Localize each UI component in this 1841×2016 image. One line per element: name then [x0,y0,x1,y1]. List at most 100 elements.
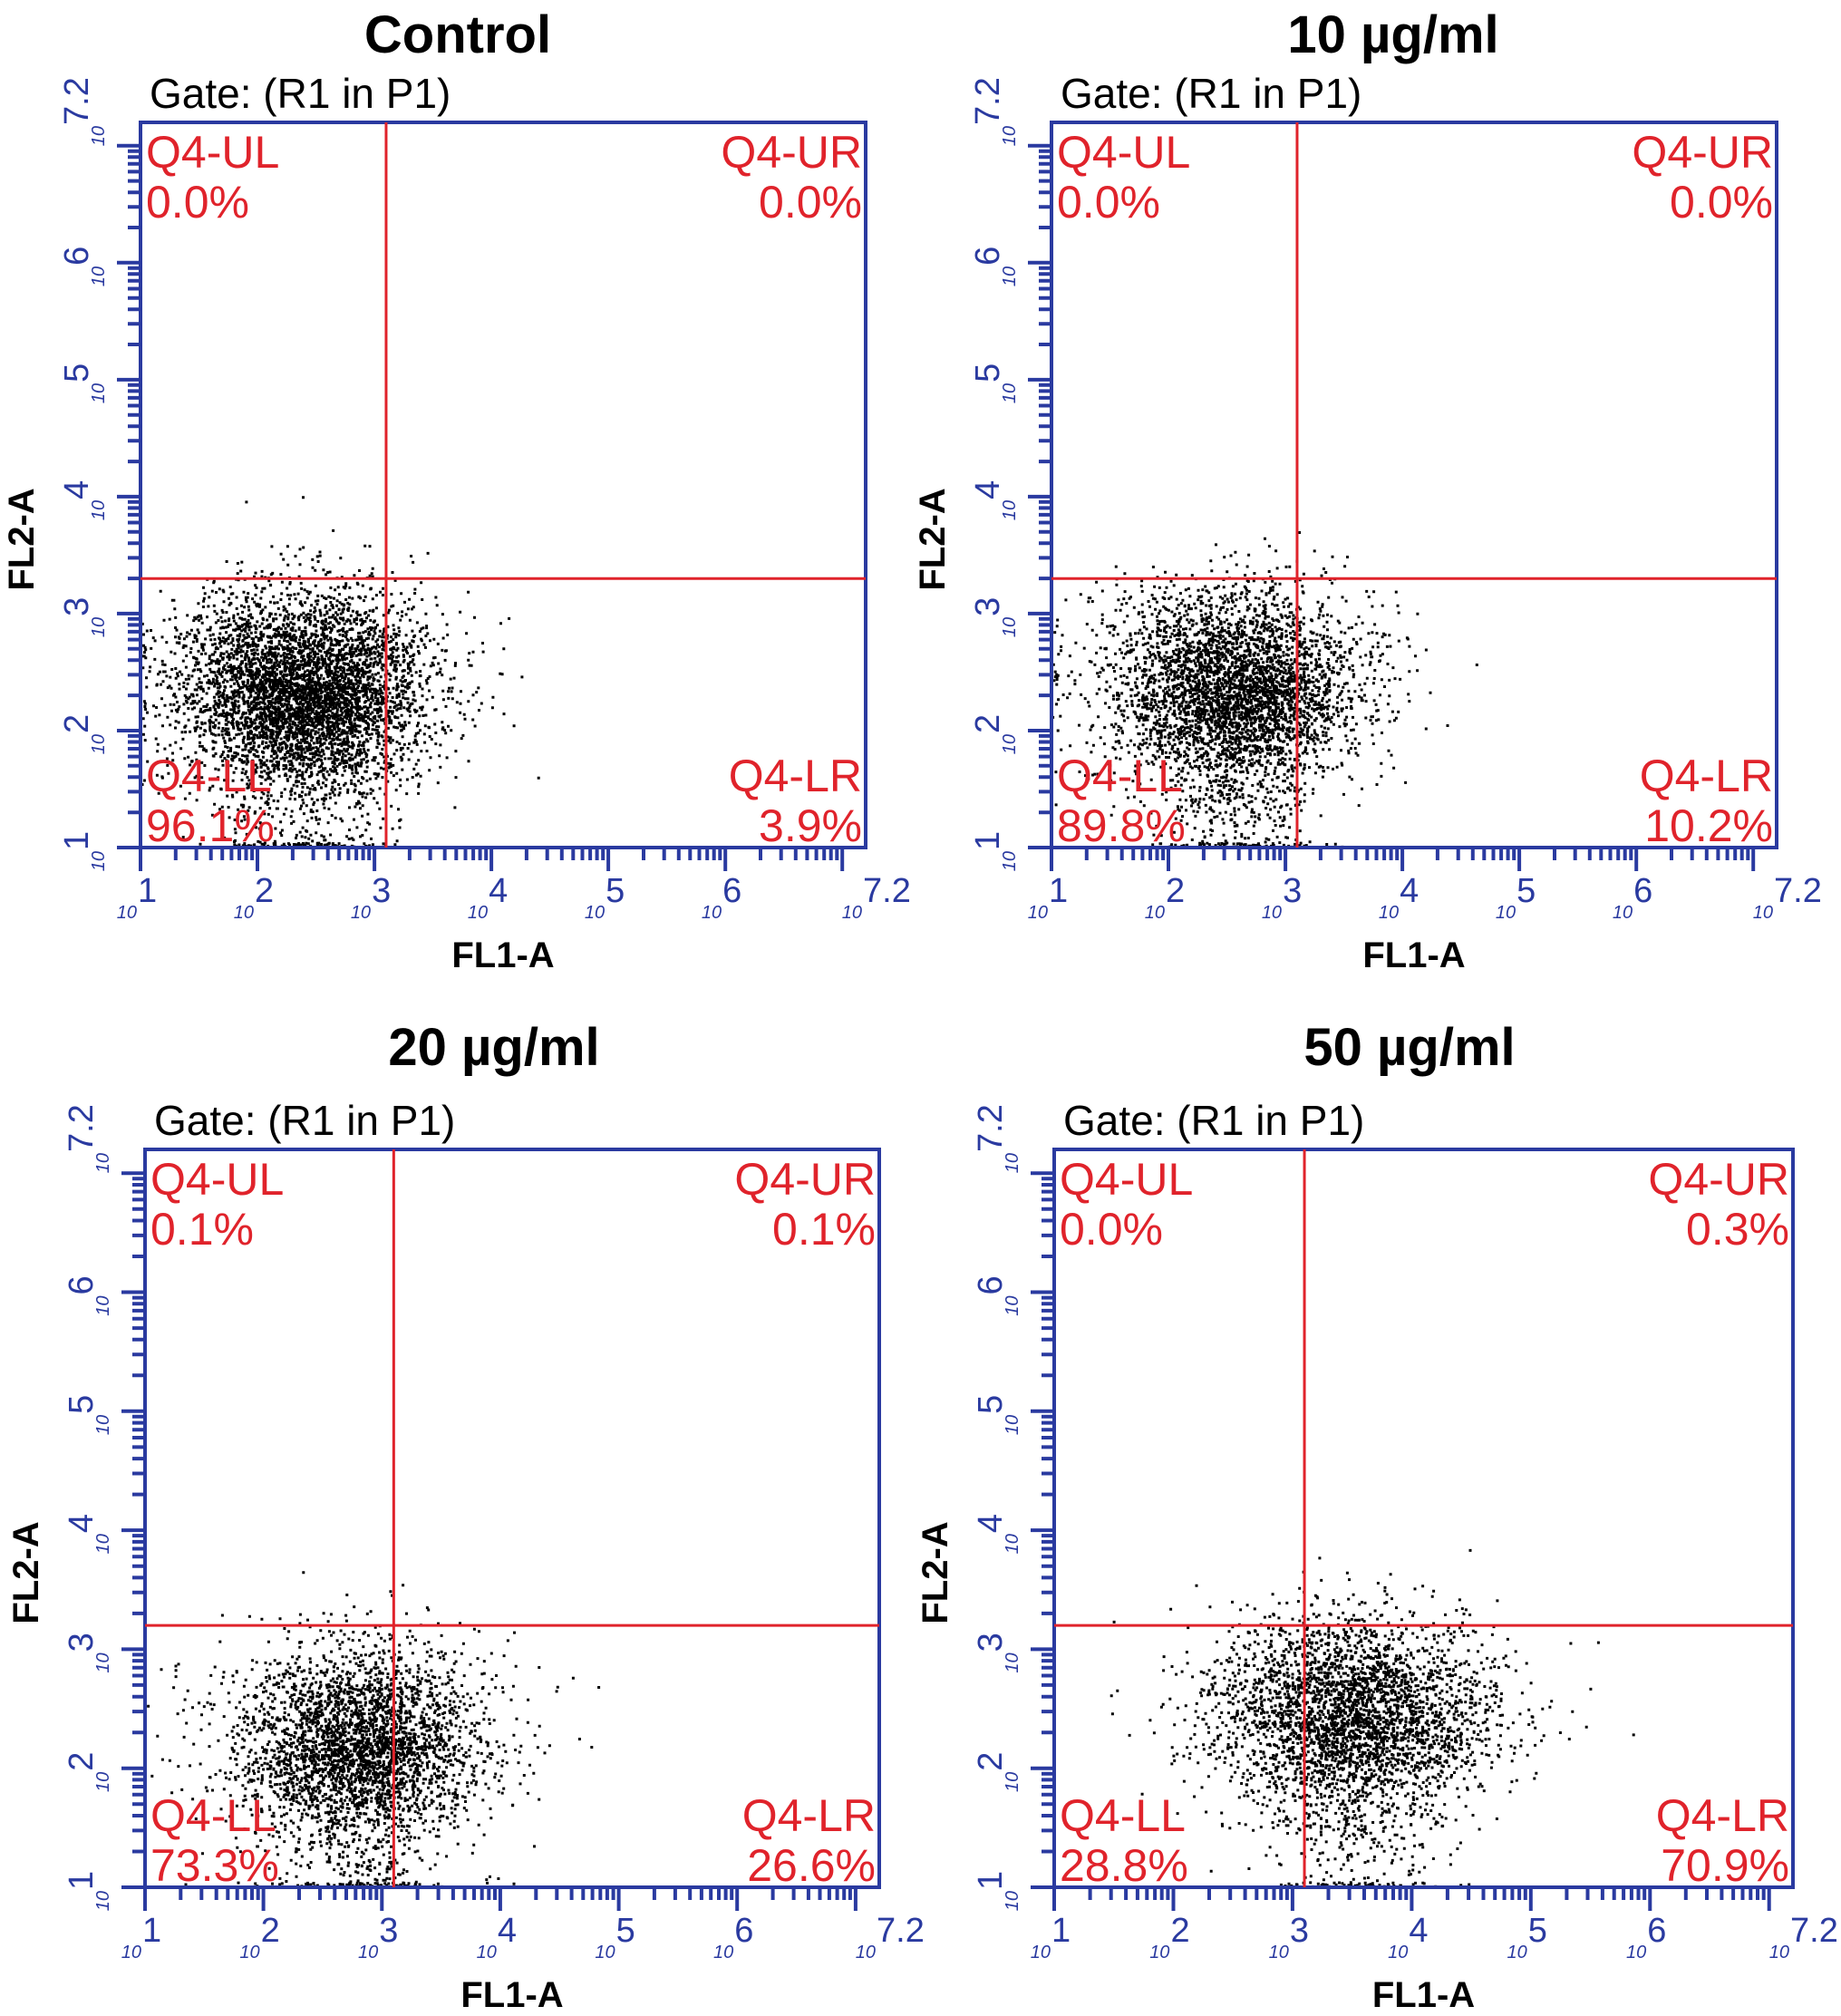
y-tick-exponent: 1 [58,831,96,850]
y-tick-base: 10 [1003,1772,1022,1792]
quadrant-label-lower-left: Q4-LL [150,1790,276,1841]
y-tick-exponent: 3 [58,597,96,616]
quadrant-value-upper-right: 0.0% [759,177,862,228]
x-tick-base: 10 [477,1943,497,1963]
y-tick-base: 10 [89,267,109,286]
x-tick-exponent: 1 [1049,872,1068,910]
plot-frame [1050,121,1778,849]
quadrant-value-lower-left: 28.8% [1060,1840,1188,1891]
y-tick-exponent: 1 [63,1871,101,1890]
x-tick-base: 10 [468,903,488,923]
x-tick-exponent: 1 [1051,1912,1071,1950]
y-tick-label: 107.2 [972,1104,1022,1173]
y-tick-base: 10 [1003,1415,1022,1435]
event-dots [147,1571,601,1887]
y-tick-exponent: 6 [972,1275,1010,1294]
y-tick-base: 10 [93,1296,113,1316]
x-tick-exponent: 4 [489,872,508,910]
y-tick-label: 104 [63,1514,113,1554]
x-tick-exponent: 3 [1290,1912,1309,1950]
quadrant-value-lower-left: 73.3% [150,1840,279,1891]
y-tick-exponent: 3 [972,1633,1010,1652]
y-axis-label: FL2-A [2,488,42,590]
y-tick-base: 10 [1000,500,1020,520]
quadrant-label-lower-right: Q4-LR [1640,751,1773,801]
quadrant-label-lower-left: Q4-LL [1057,751,1183,801]
quadrant-value-lower-right: 10.2% [1644,800,1773,851]
y-tick-label: 103 [58,597,109,637]
y-tick-label: 105 [63,1395,113,1435]
y-tick-base: 10 [89,383,109,403]
y-tick-label: 106 [63,1275,113,1315]
x-tick-base: 10 [239,1943,259,1963]
y-tick-label: 103 [63,1633,113,1672]
y-tick-label: 104 [969,480,1020,520]
quadrant-label-upper-left: Q4-UL [146,127,279,178]
y-tick-base: 10 [1000,617,1020,637]
y-tick-exponent: 5 [969,363,1007,383]
panel-title: 10 µg/ml [1287,5,1498,64]
x-tick-exponent: 3 [372,872,391,910]
axis-ticks [1028,143,1756,871]
gate-label: Gate: (R1 in P1) [150,70,451,117]
panel-title: 20 µg/ml [388,1018,599,1077]
y-tick-base: 10 [1003,1534,1022,1554]
quadrant-label-lower-left: Q4-LL [1060,1790,1186,1841]
quadrant-label-lower-right: Q4-LR [1656,1790,1789,1841]
quadrant-value-lower-right: 3.9% [759,800,862,851]
x-tick-exponent: 5 [606,872,625,910]
x-tick-base: 10 [842,903,862,923]
y-tick-base: 10 [93,1153,113,1173]
y-tick-exponent: 2 [63,1752,101,1771]
x-tick-exponent: 2 [1170,1912,1189,1950]
y-tick-exponent: 1 [972,1871,1010,1890]
x-tick-base: 10 [1769,1943,1789,1963]
y-tick-base: 10 [93,1772,113,1792]
y-tick-exponent: 6 [63,1275,101,1294]
x-tick-base: 10 [1145,903,1165,923]
x-tick-exponent: 3 [379,1912,398,1950]
quadrant-label-upper-right: Q4-UR [721,127,862,178]
event-dots [1109,1548,1635,1887]
x-tick-base: 10 [358,1943,378,1963]
x-tick-exponent: 5 [1516,872,1536,910]
x-tick-base: 10 [1613,903,1633,923]
y-tick-label: 105 [58,363,109,403]
quadrant-value-lower-right: 26.6% [747,1840,876,1891]
x-tick-exponent: 6 [1647,1912,1666,1950]
quadrant-value-upper-right: 0.3% [1686,1204,1789,1255]
y-tick-label: 104 [58,480,109,520]
y-tick-label: 101 [58,831,109,871]
panel-title: Control [364,5,551,64]
x-axis-label: FL1-A [460,1975,563,2015]
x-tick-base: 10 [1269,1943,1289,1963]
x-tick-exponent: 5 [616,1912,635,1950]
x-tick-exponent: 6 [1633,872,1652,910]
event-dots [140,496,540,848]
x-tick-exponent: 2 [1166,872,1185,910]
quadrant-label-upper-right: Q4-UR [1648,1154,1789,1205]
plot-frame [139,121,867,849]
x-tick-base: 10 [351,903,371,923]
y-tick-label: 107.2 [969,77,1020,146]
x-tick-base: 10 [1028,903,1048,923]
x-tick-base: 10 [585,903,605,923]
y-tick-label: 102 [972,1752,1022,1792]
x-tick-exponent: 1 [138,872,157,910]
y-tick-base: 10 [1003,1891,1022,1911]
y-tick-exponent: 5 [63,1395,101,1414]
axis-ticks [117,143,845,871]
axis-ticks [121,1171,858,1911]
quadrant-value-upper-left: 0.0% [146,177,249,228]
y-tick-exponent: 7.2 [969,77,1007,125]
y-tick-exponent: 2 [969,714,1007,733]
quadrant-label-lower-right: Q4-LR [742,1790,876,1841]
x-tick-base: 10 [1149,1943,1169,1963]
x-tick-base: 10 [1496,903,1516,923]
x-tick-base: 10 [117,903,137,923]
x-tick-base: 10 [1507,1943,1527,1963]
quadrant-label-upper-left: Q4-UL [1057,127,1190,178]
x-tick-base: 10 [121,1943,141,1963]
